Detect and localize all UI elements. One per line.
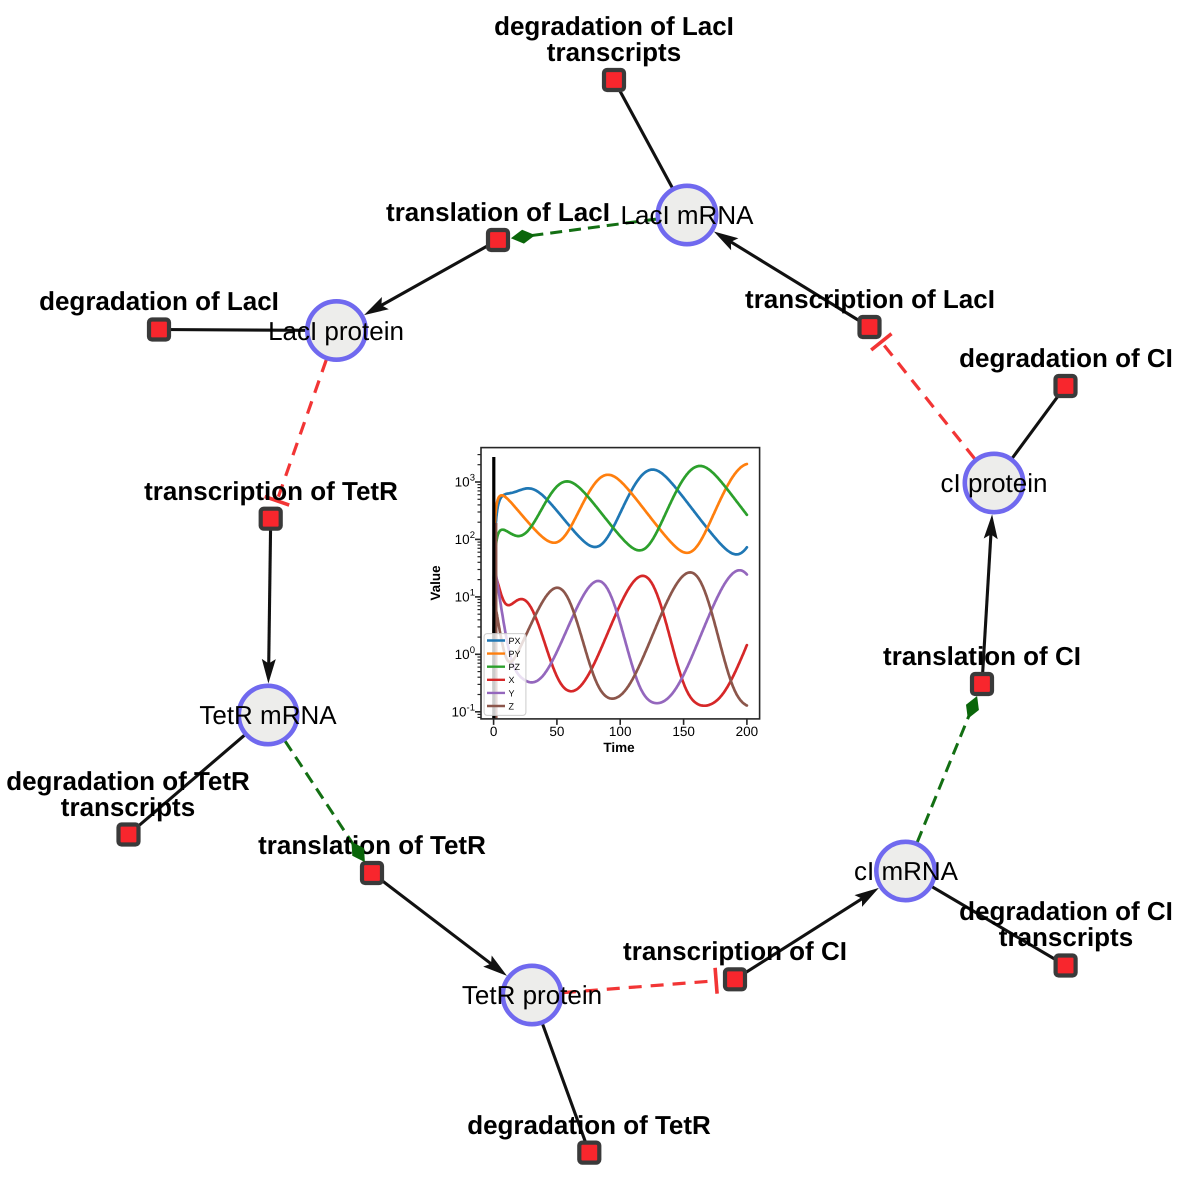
svg-text:TetR protein: TetR protein <box>462 980 602 1010</box>
svg-text:translation of TetR: translation of TetR <box>258 830 486 860</box>
svg-text:0: 0 <box>490 724 498 739</box>
svg-text:LacI mRNA: LacI mRNA <box>621 200 755 230</box>
svg-text:cI protein: cI protein <box>941 468 1048 498</box>
svg-text:degradation of CI: degradation of CI <box>959 343 1173 373</box>
svg-text:transcripts: transcripts <box>61 792 195 822</box>
svg-text:degradation of LacI: degradation of LacI <box>494 11 734 41</box>
svg-text:transcription of TetR: transcription of TetR <box>144 476 398 506</box>
svg-text:degradation of TetR: degradation of TetR <box>467 1110 711 1140</box>
svg-text:200: 200 <box>736 724 759 739</box>
svg-text:LacI protein: LacI protein <box>268 316 404 346</box>
svg-text:degradation of CI: degradation of CI <box>959 896 1173 926</box>
svg-text:degradation of TetR: degradation of TetR <box>6 766 250 796</box>
svg-text:100: 100 <box>609 724 632 739</box>
svg-text:translation of CI: translation of CI <box>883 641 1081 671</box>
svg-text:150: 150 <box>672 724 695 739</box>
svg-text:translation of LacI: translation of LacI <box>386 197 610 227</box>
svg-text:PX: PX <box>509 636 521 646</box>
svg-text:TetR mRNA: TetR mRNA <box>199 700 337 730</box>
svg-text:Value: Value <box>428 565 443 601</box>
svg-text:transcription of CI: transcription of CI <box>623 936 847 966</box>
svg-text:X: X <box>509 675 515 685</box>
svg-text:degradation of LacI: degradation of LacI <box>39 286 279 316</box>
svg-text:transcription of LacI: transcription of LacI <box>745 284 995 314</box>
svg-text:PY: PY <box>509 649 521 659</box>
svg-text:50: 50 <box>549 724 564 739</box>
svg-text:Time: Time <box>603 740 635 755</box>
svg-text:PZ: PZ <box>509 662 521 672</box>
svg-text:cI mRNA: cI mRNA <box>854 856 959 886</box>
svg-text:transcripts: transcripts <box>547 37 681 67</box>
svg-text:Z: Z <box>509 701 515 711</box>
svg-text:transcripts: transcripts <box>999 922 1133 952</box>
svg-text:Y: Y <box>509 688 515 698</box>
